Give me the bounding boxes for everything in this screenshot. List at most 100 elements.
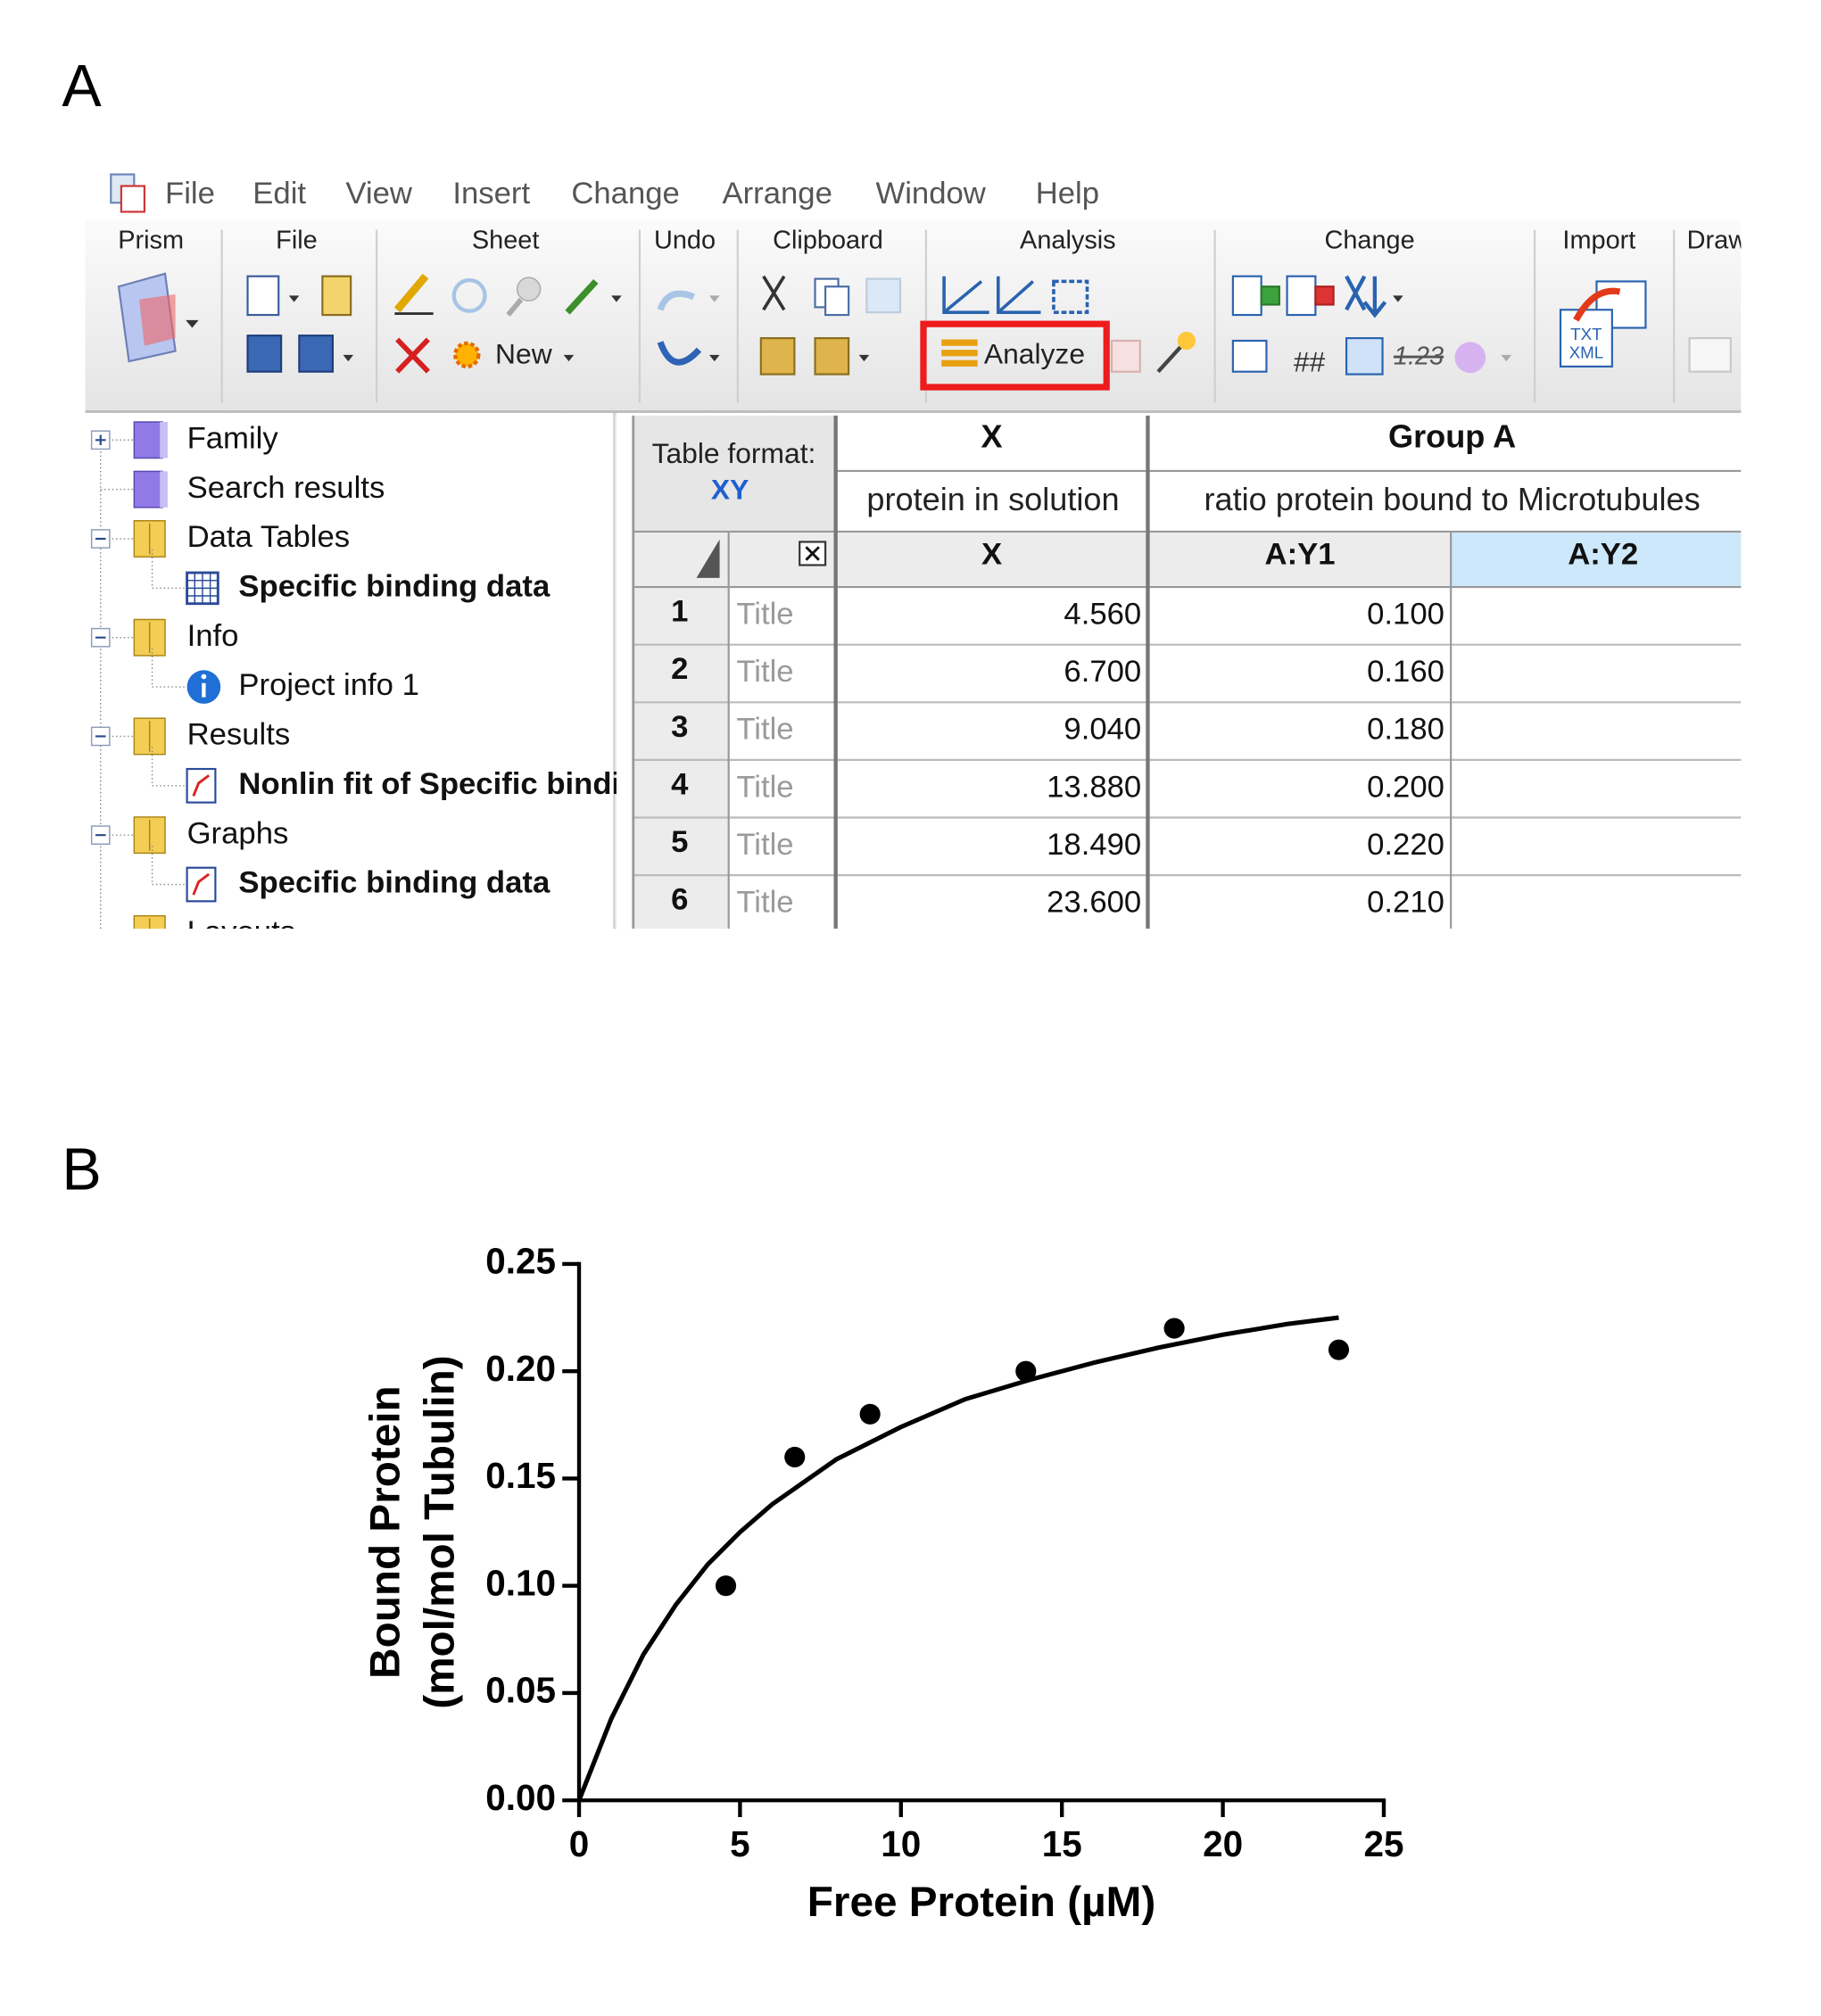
change-icon[interactable] (1231, 275, 1262, 317)
prism-icon (139, 293, 176, 346)
analyze-button[interactable]: Analyze (984, 338, 1085, 370)
cell-value[interactable]: 18.490 (1047, 828, 1141, 862)
x-tick-label: 5 (730, 1823, 750, 1864)
column-header[interactable]: A:Y1 (1265, 538, 1336, 572)
analysis-icon[interactable] (1052, 279, 1089, 314)
data-point (1015, 1360, 1037, 1382)
y-tick-label: 0.20 (485, 1348, 556, 1389)
toolbar-icon[interactable] (516, 277, 542, 302)
menu-item[interactable]: View (345, 177, 413, 211)
paste-icon[interactable] (759, 336, 796, 376)
tree-item[interactable]: Results (187, 718, 291, 752)
column-group-header: X (981, 417, 1003, 454)
tree-item[interactable]: Layouts (187, 915, 296, 949)
row-number: 1 (671, 595, 688, 629)
ribbon-group-label: Prism (118, 226, 184, 254)
cell-value[interactable]: 13.880 (1047, 770, 1141, 804)
cell-value[interactable]: 0.220 (1367, 828, 1444, 862)
toolbar-icon[interactable] (393, 273, 429, 313)
tree-item[interactable]: Info (187, 619, 239, 653)
menu-item[interactable]: Edit (252, 177, 306, 211)
row-title[interactable]: Title (736, 598, 793, 632)
change-icon[interactable] (1260, 285, 1280, 306)
cell-value[interactable]: 0.100 (1367, 598, 1444, 632)
cell-value[interactable]: 0.180 (1367, 713, 1444, 747)
table-icon[interactable] (1110, 339, 1141, 373)
dropdown-arrow (563, 354, 575, 362)
y-tick-label: 0.10 (485, 1562, 556, 1603)
menu-item[interactable]: File (165, 177, 215, 211)
change-icon[interactable] (1314, 285, 1335, 306)
menu-item[interactable]: Window (875, 177, 986, 211)
y-tick-label: 0.00 (485, 1777, 556, 1818)
column-header[interactable]: A:Y2 (1568, 538, 1638, 572)
change-icon[interactable] (1286, 275, 1317, 317)
wizard-icon[interactable] (1156, 342, 1186, 374)
x-tick-label: 20 (1203, 1823, 1243, 1864)
row-title[interactable]: Title (736, 886, 793, 920)
menu-item[interactable]: Arrange (722, 177, 832, 211)
toolbar-icon[interactable] (321, 275, 352, 317)
ribbon-group-label: Draw (1687, 226, 1748, 254)
change-icon[interactable] (1231, 339, 1268, 373)
undo-icon[interactable] (657, 341, 702, 366)
tree-item[interactable]: Search results (187, 471, 385, 505)
cell-value[interactable]: 0.200 (1367, 770, 1444, 804)
paste-special-icon[interactable] (865, 277, 902, 314)
cell-value[interactable]: 23.600 (1047, 886, 1141, 920)
cell-value[interactable]: 0.160 (1367, 655, 1444, 689)
dropdown-arrow (709, 295, 720, 302)
menu-item[interactable]: Help (1036, 177, 1099, 211)
tree-item[interactable]: Specific binding data (238, 570, 550, 604)
analysis-icon (997, 280, 1035, 314)
ribbon-background (85, 219, 1742, 413)
tree-item[interactable]: Nonlin fit of Specific binding data (238, 767, 731, 801)
dropdown-arrow (288, 295, 300, 302)
tree-icon (160, 471, 168, 508)
toolbar-icon[interactable] (246, 275, 280, 317)
copy-icon[interactable] (824, 285, 850, 317)
row-title[interactable]: Title (736, 713, 793, 747)
sort-icon[interactable] (1345, 275, 1387, 318)
tree-item[interactable]: Graphs (187, 816, 289, 850)
navigator: Family Search results Data Tables Specific … (85, 412, 731, 949)
toolbar-icon[interactable] (298, 335, 335, 373)
tree-item[interactable]: Project info 1 (238, 668, 418, 702)
column-title[interactable]: protein in solution (866, 481, 1119, 517)
row-title[interactable]: Title (736, 770, 793, 804)
toolbar-icon[interactable] (246, 335, 283, 373)
x-tick-label: 10 (881, 1823, 921, 1864)
dropdown-arrow (858, 354, 870, 362)
icon-text: XML (1569, 343, 1604, 361)
toolbar-icon[interactable] (565, 279, 599, 315)
cell-value[interactable]: 0.210 (1367, 886, 1444, 920)
cell-value[interactable]: 4.560 (1064, 598, 1141, 632)
redo-icon[interactable] (657, 290, 696, 311)
column-header[interactable]: X (981, 538, 1002, 572)
paste-icon[interactable] (814, 336, 850, 376)
toolbar-icon (506, 297, 524, 317)
import-icon[interactable] (1559, 309, 1613, 368)
row-title[interactable]: Title (736, 655, 793, 689)
row-number: 2 (671, 652, 688, 686)
menu-item[interactable]: Change (571, 177, 680, 211)
row-title[interactable]: Title (736, 828, 793, 862)
corner-mark (696, 539, 720, 578)
new-button[interactable]: New (495, 338, 553, 370)
table-format[interactable]: XY (711, 473, 749, 505)
menu-item[interactable]: Insert (452, 177, 530, 211)
y-tick-label: 0.05 (485, 1670, 556, 1711)
selected-header (1451, 531, 1742, 588)
tree-item[interactable]: Data Tables (187, 520, 351, 554)
toolbar-icon[interactable] (451, 277, 487, 313)
draw-icon[interactable] (1688, 336, 1732, 373)
ribbon-group-label: Clipboard (773, 226, 883, 254)
row-number: 6 (671, 883, 688, 917)
tree-item[interactable]: Family (187, 421, 279, 455)
cell-value[interactable]: 9.040 (1064, 713, 1141, 747)
cell-value[interactable]: 6.700 (1064, 655, 1141, 689)
change-icon[interactable] (1345, 336, 1384, 376)
column-title[interactable]: ratio protein bound to Microtubules (1204, 481, 1700, 517)
color-icon[interactable] (1454, 342, 1486, 374)
tree-item[interactable]: Specific binding data (238, 866, 550, 900)
